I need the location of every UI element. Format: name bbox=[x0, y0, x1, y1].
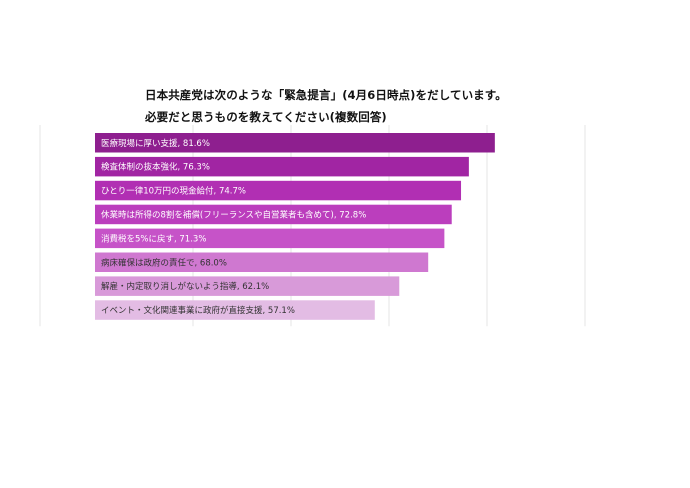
bar bbox=[95, 300, 375, 320]
bar bbox=[95, 133, 495, 153]
bar bbox=[95, 180, 462, 201]
bar bbox=[95, 252, 429, 272]
bar bbox=[95, 204, 452, 225]
bar-data-label: 消費税を5%に戻す, 71.3% bbox=[101, 233, 206, 244]
bar bbox=[95, 228, 445, 249]
bar-data-label: 病床確保は政府の責任で, 68.0% bbox=[101, 257, 227, 268]
bar-data-label: イベント・文化関連事業に政府が直接支援, 57.1% bbox=[101, 305, 295, 316]
bar-data-label: ひとり一律10万円の現金給付, 74.7% bbox=[101, 186, 246, 197]
bar-data-label: 検査体制の抜本強化, 76.3% bbox=[101, 162, 210, 173]
bar bbox=[95, 156, 469, 177]
chart-title-line-2: 必要だと思うものを教えてください(複数回答) bbox=[145, 110, 387, 124]
bar-data-label: 休業時は所得の8割を補償(フリーランスや自営業者も含めて), 72.8% bbox=[101, 209, 366, 220]
chart-title-line-1: 日本共産党は次のような「緊急提言」(4月6日時点)をだしています。 bbox=[145, 88, 507, 102]
bar bbox=[95, 276, 400, 296]
bar-data-label: 解雇・内定取り消しがないよう指導, 62.1% bbox=[101, 281, 269, 292]
bar-data-label: 医療現場に厚い支援, 81.6% bbox=[101, 138, 210, 149]
